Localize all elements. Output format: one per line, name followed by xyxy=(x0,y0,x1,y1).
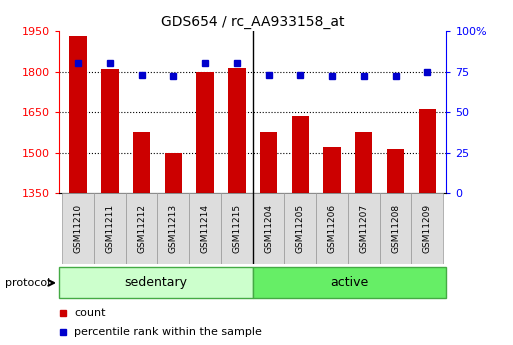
Text: percentile rank within the sample: percentile rank within the sample xyxy=(74,327,262,337)
Text: GSM11212: GSM11212 xyxy=(137,204,146,253)
Title: GDS654 / rc_AA933158_at: GDS654 / rc_AA933158_at xyxy=(161,14,344,29)
Text: GSM11215: GSM11215 xyxy=(232,204,241,253)
Bar xyxy=(411,193,443,264)
Bar xyxy=(101,69,119,193)
Text: GSM11205: GSM11205 xyxy=(296,204,305,253)
Bar xyxy=(419,109,436,193)
Bar xyxy=(355,132,372,193)
Text: count: count xyxy=(74,308,106,318)
Bar xyxy=(59,267,252,298)
Bar xyxy=(380,193,411,264)
Bar xyxy=(62,193,94,264)
Text: GSM11204: GSM11204 xyxy=(264,204,273,253)
Bar xyxy=(221,193,253,264)
Bar xyxy=(316,193,348,264)
Bar xyxy=(94,193,126,264)
Bar xyxy=(323,147,341,193)
Text: protocol: protocol xyxy=(5,278,50,288)
Bar xyxy=(133,132,150,193)
Text: active: active xyxy=(330,276,369,289)
Bar xyxy=(291,116,309,193)
Text: GSM11209: GSM11209 xyxy=(423,204,432,253)
Bar xyxy=(348,193,380,264)
Bar xyxy=(252,267,446,298)
Bar xyxy=(126,193,157,264)
Bar xyxy=(189,193,221,264)
Text: GSM11214: GSM11214 xyxy=(201,204,209,253)
Text: GSM11207: GSM11207 xyxy=(359,204,368,253)
Bar xyxy=(157,193,189,264)
Text: GSM11208: GSM11208 xyxy=(391,204,400,253)
Bar xyxy=(387,149,404,193)
Text: GSM11213: GSM11213 xyxy=(169,204,178,253)
Text: GSM11206: GSM11206 xyxy=(327,204,337,253)
Bar xyxy=(260,132,277,193)
Text: GSM11211: GSM11211 xyxy=(105,204,114,253)
Bar xyxy=(69,37,87,193)
Bar xyxy=(284,193,316,264)
Bar xyxy=(196,71,214,193)
Bar xyxy=(165,152,182,193)
Bar xyxy=(253,193,284,264)
Text: GSM11210: GSM11210 xyxy=(73,204,83,253)
Bar xyxy=(228,68,246,193)
Text: sedentary: sedentary xyxy=(124,276,187,289)
